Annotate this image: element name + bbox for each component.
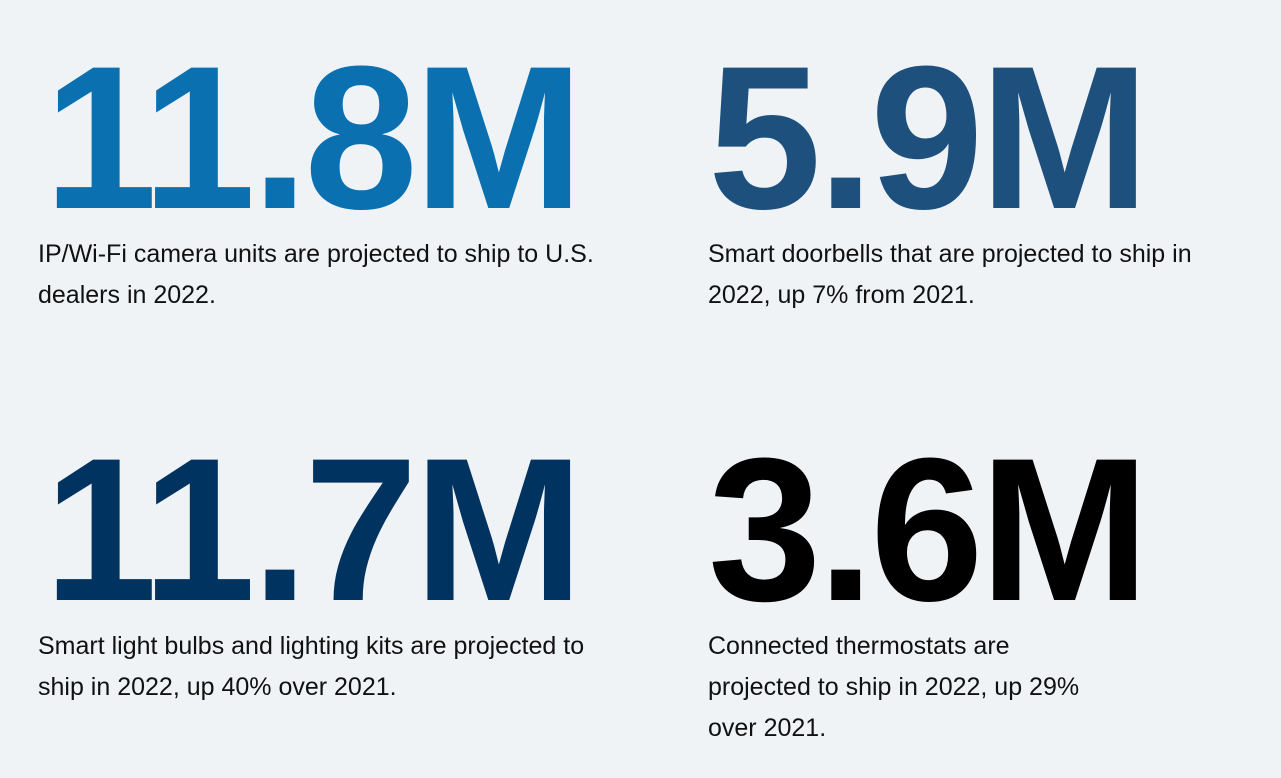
stat-smart-doorbells: 5.9M Smart doorbells that are projected …: [708, 36, 1248, 316]
stat-connected-thermostats: 3.6M Connected thermostats are projected…: [708, 416, 1150, 749]
stat-description: Smart light bulbs and lighting kits are …: [38, 632, 585, 701]
stat-value: 11.7M: [44, 416, 584, 644]
stat-smart-light-bulbs: 11.7M Smart light bulbs and lighting kit…: [38, 428, 618, 708]
stat-ip-camera: 11.8M IP/Wi-Fi camera units are projecte…: [38, 36, 598, 316]
stat-description: IP/Wi-Fi camera units are projected to s…: [38, 240, 594, 309]
stat-value: 11.8M: [44, 24, 584, 252]
stat-description: Connected thermostats are projected to s…: [708, 632, 1080, 742]
stat-value: 5.9M: [708, 24, 1150, 252]
stat-value: 3.6M: [708, 416, 1150, 644]
stat-description: Smart doorbells that are projected to sh…: [708, 240, 1192, 309]
